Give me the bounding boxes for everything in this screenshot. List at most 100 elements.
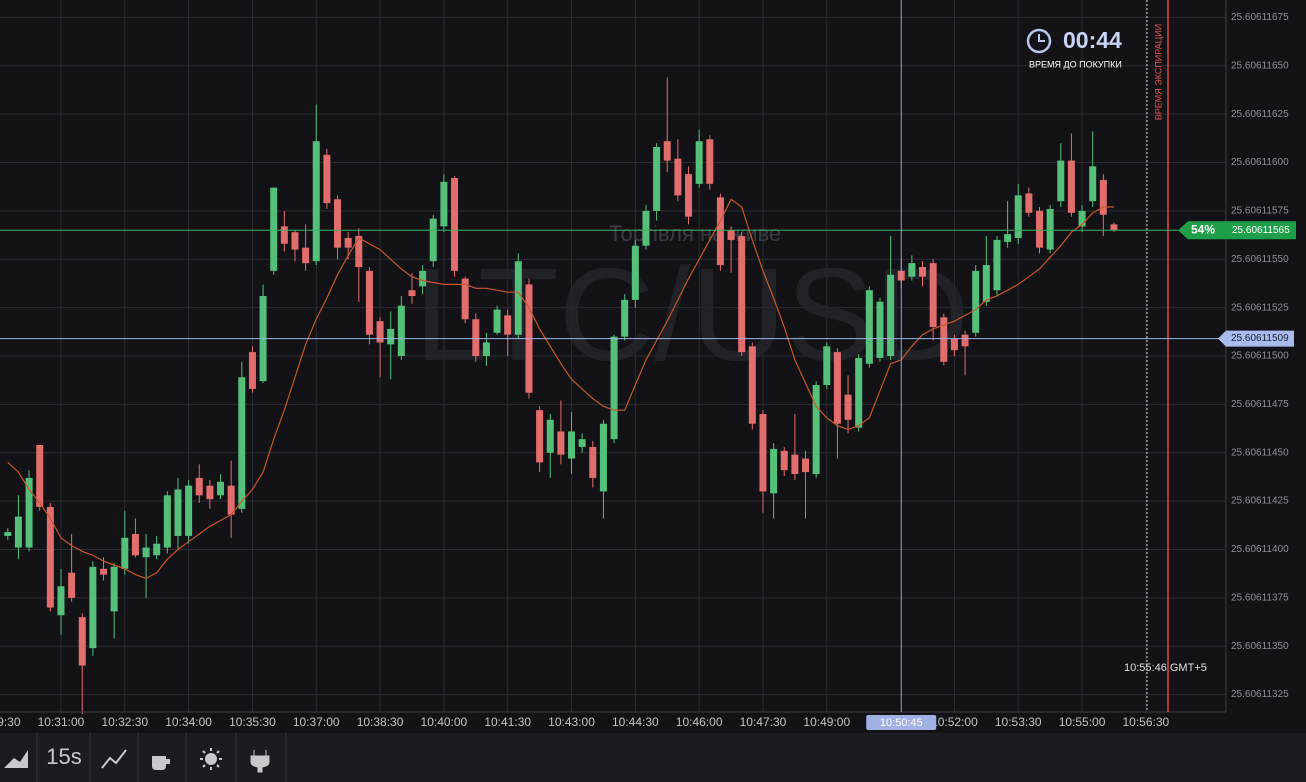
candle-body (982, 265, 990, 302)
clock: 10:55:46 GMT+5 (1124, 662, 1207, 674)
candle-body (195, 477, 203, 496)
x-tick-label: 10:29:30 (0, 715, 21, 729)
candle-body (365, 270, 373, 335)
candle-body (621, 299, 629, 337)
candle-body (46, 506, 54, 608)
candle-body (972, 270, 980, 333)
crosshair-price: 25.60611509 (1231, 333, 1289, 344)
clock-icon (1026, 28, 1052, 54)
candle-body (312, 141, 320, 262)
marks (4, 77, 1118, 714)
payout: 54% (1191, 222, 1215, 236)
candle-body (397, 305, 405, 356)
candle-body (589, 446, 597, 478)
candle-body (791, 454, 799, 475)
candle-body (493, 309, 501, 333)
candle-body (950, 338, 958, 351)
candle-body (780, 450, 788, 471)
y-tick-label: 25.60611600 (1231, 157, 1289, 168)
candle-body (568, 431, 576, 459)
grid (0, 0, 1226, 712)
candle-body (759, 414, 767, 492)
candle-body (833, 352, 841, 424)
candle-body (599, 423, 607, 492)
candle-body (1099, 179, 1107, 215)
x-tick-label: 10:41:30 (484, 715, 531, 729)
interval-button[interactable]: 15s (46, 744, 81, 769)
candle-body (57, 586, 65, 616)
candle-body (110, 566, 118, 612)
timer-label: ВРЕМЯ ДО ПОКУПКИ (1029, 59, 1122, 69)
y-tick-label: 25.60611525 (1231, 302, 1289, 313)
y-tick-label: 25.60611400 (1231, 544, 1289, 555)
timer: 00:44 (1063, 27, 1122, 53)
candle-body (131, 534, 139, 556)
candle-body (1036, 210, 1044, 248)
y-tick-label: 25.60611500 (1231, 351, 1289, 362)
candle-body (68, 572, 76, 598)
y-tick-label: 25.60611575 (1231, 206, 1289, 217)
candle-body (823, 346, 831, 386)
x-tick-label: 10:47:30 (740, 715, 787, 729)
expiration-label: ВРЕМЯ ЭКСПИРАЦИИ (1153, 24, 1163, 121)
candle-body (887, 274, 895, 356)
candle-body (472, 319, 480, 356)
x-tick-label: 10:38:30 (357, 715, 404, 729)
chart-type-button[interactable] (4, 750, 28, 768)
candle-body (844, 394, 852, 420)
candle-body (36, 445, 44, 507)
candle-body (642, 210, 650, 246)
candle-body (1067, 160, 1075, 213)
candle-body (14, 516, 22, 548)
candle-body (291, 232, 299, 250)
candle-body (716, 197, 724, 266)
drawings-button[interactable] (152, 756, 170, 770)
candle-body (855, 357, 863, 428)
candle-body (748, 346, 756, 424)
x-tick-label: 10:37:00 (293, 715, 340, 729)
candle-body (578, 439, 586, 447)
candle-body (865, 290, 873, 364)
x-tick-label: 10:31:00 (38, 715, 85, 729)
candle-body (802, 458, 810, 473)
candle-body (280, 226, 288, 244)
x-tick-label: 10:43:00 (548, 715, 595, 729)
candle-body (408, 290, 416, 297)
candle-body (695, 141, 703, 184)
candle-body (334, 199, 342, 248)
candle-body (323, 154, 331, 204)
candle-body (461, 278, 469, 320)
x-tick-label: 10:44:30 (612, 715, 659, 729)
moving-average-line (7, 198, 1114, 580)
toolbar (0, 733, 1306, 782)
candle-body (1110, 224, 1118, 231)
indicators-button[interactable] (101, 749, 127, 769)
candle-body (706, 139, 714, 184)
x-tick-label: 10:35:30 (229, 715, 276, 729)
candle-body (174, 489, 182, 536)
candle-body (78, 617, 86, 666)
candle-body (1046, 208, 1054, 250)
plugins-button[interactable] (250, 750, 270, 773)
candle-body (344, 237, 352, 248)
candle-body (908, 263, 916, 277)
candle-body (440, 181, 448, 227)
clock-hands (1038, 34, 1045, 42)
candle-body (227, 485, 235, 515)
candle-body (419, 270, 427, 287)
candle-body (451, 178, 459, 271)
candle-body (121, 537, 129, 569)
candle-body (355, 236, 363, 267)
candle-body (270, 187, 278, 271)
theme-button[interactable] (205, 753, 217, 765)
x-tick-label: 10:32:30 (101, 715, 148, 729)
candle-body (1014, 195, 1022, 238)
candle-body (546, 419, 554, 453)
x-tick-label: 10:56:30 (1123, 715, 1170, 729)
y-tick-label: 25.60611475 (1231, 399, 1289, 410)
candle-body (610, 336, 618, 440)
candle-body (302, 247, 310, 264)
candle-body (376, 321, 384, 343)
candle-body (153, 543, 161, 556)
y-tick-label: 25.60611425 (1231, 496, 1289, 507)
